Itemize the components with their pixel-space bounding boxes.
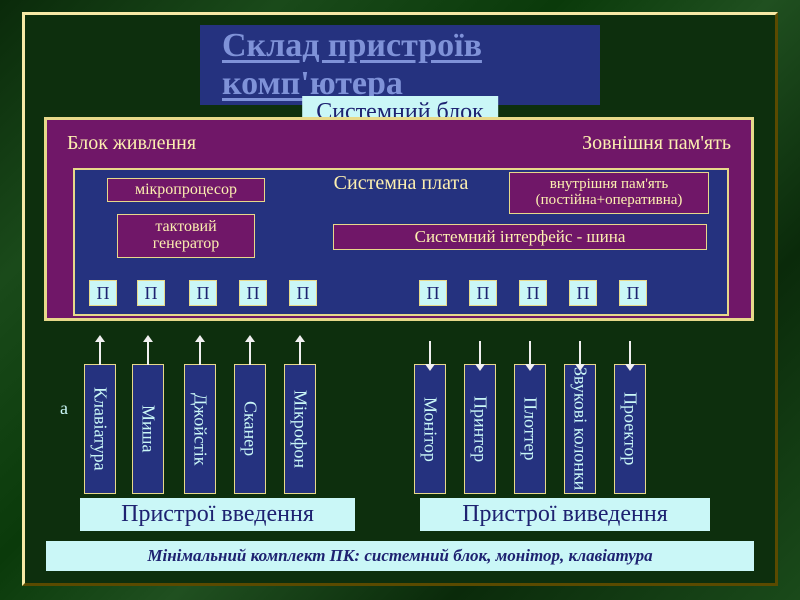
- port-box: П: [89, 280, 117, 306]
- port-box: П: [189, 280, 217, 306]
- port-box: П: [137, 280, 165, 306]
- device-label: Сканер: [240, 401, 261, 456]
- intmem-line1: внутрішня пам'ять: [550, 177, 668, 193]
- device-box: Клавіатура: [84, 364, 116, 494]
- arrow-down-icon: [629, 341, 631, 365]
- system-bus-box: Системний інтерфейс - шина: [333, 224, 707, 250]
- footer-note: Мінімальний комплект ПК: системний блок,…: [46, 541, 754, 571]
- cpu-box: мікропроцесор: [107, 178, 265, 202]
- external-memory-label: Зовнішня пам'ять: [572, 130, 741, 157]
- arrow-down-icon: [579, 341, 581, 365]
- device-label: Клавіатура: [90, 387, 111, 471]
- system-block-container: Блок живлення Зовнішня пам'ять Системна …: [44, 117, 754, 321]
- output-devices-label: Пристрої виведення: [420, 498, 710, 531]
- device-box: Мікрофон: [284, 364, 316, 494]
- devices-row: Клавіатура Миша Джойстік Сканер Мікрофон Моні…: [70, 348, 726, 498]
- device-label: Проектор: [620, 392, 641, 465]
- arrow-up-icon: [147, 341, 149, 365]
- device-label: Миша: [138, 405, 159, 453]
- arrow-down-icon: [529, 341, 531, 365]
- clock-line1: тактовий: [155, 219, 216, 236]
- device-label: Монітор: [420, 397, 441, 462]
- port-box: П: [239, 280, 267, 306]
- port-box: П: [519, 280, 547, 306]
- device-label: Плоттер: [520, 397, 541, 460]
- device-box: Сканер: [234, 364, 266, 494]
- port-box: П: [469, 280, 497, 306]
- arrow-up-icon: [199, 341, 201, 365]
- port-box: П: [619, 280, 647, 306]
- arrow-up-icon: [249, 341, 251, 365]
- page-title: Склад пристроїв комп'ютера: [200, 25, 600, 105]
- device-box: Плоттер: [514, 364, 546, 494]
- arrow-up-icon: [299, 341, 301, 365]
- arrow-up-icon: [99, 341, 101, 365]
- port-box: П: [419, 280, 447, 306]
- input-devices-label: Пристрої введення: [80, 498, 355, 531]
- device-box: Миша: [132, 364, 164, 494]
- device-label: Принтер: [470, 396, 491, 462]
- motherboard-label: Системна плата: [334, 172, 469, 195]
- ports-row: ПППППППППП: [75, 280, 727, 306]
- device-box: Джойстік: [184, 364, 216, 494]
- intmem-line2: (постійна+оперативна): [536, 193, 683, 209]
- device-box: Звукові колонки: [564, 364, 596, 494]
- arrow-down-icon: [479, 341, 481, 365]
- device-label: Мікрофон: [290, 390, 311, 468]
- port-box: П: [289, 280, 317, 306]
- power-supply-label: Блок живлення: [57, 130, 206, 157]
- device-label: Звукові колонки: [570, 367, 591, 490]
- stray-letter: а: [60, 398, 68, 419]
- arrow-down-icon: [429, 341, 431, 365]
- internal-memory-box: внутрішня пам'ять (постійна+оперативна): [509, 172, 709, 214]
- device-label: Джойстік: [190, 393, 211, 466]
- port-box: П: [569, 280, 597, 306]
- device-box: Принтер: [464, 364, 496, 494]
- clock-generator-box: тактовий генератор: [117, 214, 255, 258]
- device-box: Монітор: [414, 364, 446, 494]
- motherboard-container: Системна плата мікропроцесор внутрішня п…: [73, 168, 729, 316]
- device-box: Проектор: [614, 364, 646, 494]
- clock-line2: генератор: [153, 236, 220, 253]
